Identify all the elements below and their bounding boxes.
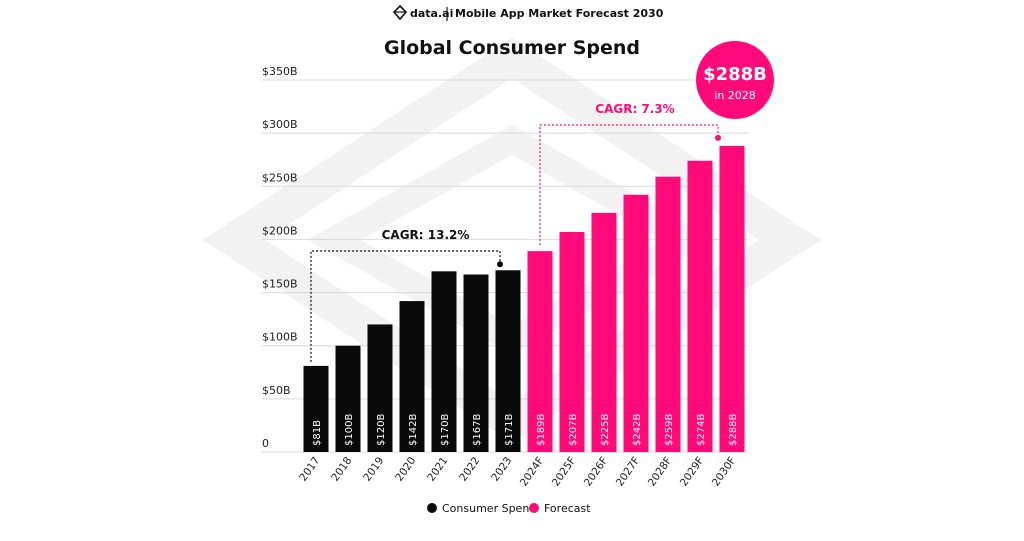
bar-value-label: $81B xyxy=(312,420,323,446)
y-tick-label: $350B xyxy=(262,65,298,78)
bar-2024F xyxy=(527,251,553,452)
cagr-forecast-label: CAGR: 7.3% xyxy=(595,102,674,116)
bar-value-label: $207B xyxy=(568,414,579,446)
x-tick-label: 2030F xyxy=(710,455,739,489)
cagr-actual-dot xyxy=(497,261,503,268)
cagr-actual-label: CAGR: 13.2% xyxy=(382,228,470,242)
bar-2025F xyxy=(559,231,585,452)
bar-2017 xyxy=(303,365,329,452)
header-subtitle: Mobile App Market Forecast 2030 xyxy=(455,7,664,20)
x-tick-label: 2020 xyxy=(393,455,418,484)
cagr-actual-bracket xyxy=(310,250,501,362)
bar-value-label: $167B xyxy=(472,414,483,446)
bar-2029F xyxy=(687,160,713,452)
legend-marker-forecast xyxy=(529,503,539,513)
bar-value-label: $242B xyxy=(632,414,643,446)
bar-value-label: $259B xyxy=(664,414,675,446)
cagr-forecast-dot xyxy=(715,134,721,141)
bar-2027F xyxy=(623,194,649,452)
bar-2026F xyxy=(591,212,617,452)
bar-2028F xyxy=(655,176,681,452)
x-tick-label: 2018 xyxy=(329,455,354,484)
bar-value-label: $225B xyxy=(600,414,611,446)
bar-2030F xyxy=(719,145,745,452)
annotation-layer: CAGR: 13.2% CAGR: 7.3% xyxy=(310,102,721,362)
y-tick-label: $50B xyxy=(262,384,291,397)
y-tick-label: $250B xyxy=(262,171,298,184)
bar-value-label: $189B xyxy=(536,414,547,446)
bar-value-label: $170B xyxy=(440,414,451,446)
bar-value-label: $142B xyxy=(408,414,419,446)
callout-bubble xyxy=(696,41,774,119)
x-axis-ticks: 2017 2018 2019 2020 2021 2022 2023 2024F 2025F 20… xyxy=(297,455,738,489)
legend-marker-consumer-spend xyxy=(427,503,437,513)
bar-value-label: $288B xyxy=(728,414,739,446)
bar-value-label: $274B xyxy=(696,414,707,446)
bar-2022 xyxy=(463,274,489,452)
callout-value: $288B xyxy=(703,64,767,85)
x-tick-label: 2029F xyxy=(678,455,707,489)
y-tick-label: $150B xyxy=(262,278,298,291)
header: data.ai Mobile App Market Forecast 2030 xyxy=(392,4,664,21)
y-tick-label: $100B xyxy=(262,331,298,344)
legend: Consumer Spend Forecast xyxy=(427,502,591,515)
x-tick-label: 2026F xyxy=(582,455,611,489)
y-tick-label: $300B xyxy=(262,118,298,131)
x-tick-label: 2017 xyxy=(297,455,322,484)
y-tick-label: 0 xyxy=(262,437,269,450)
x-tick-label: 2028F xyxy=(646,455,675,489)
x-tick-label: 2023 xyxy=(489,455,514,484)
bars-layer: $81B $100B $120B $142B $170B $167B $171B $189B $… xyxy=(303,145,745,452)
cagr-forecast-bracket xyxy=(539,124,719,246)
x-tick-label: 2025F xyxy=(550,455,579,489)
x-tick-label: 2021 xyxy=(425,455,450,484)
x-tick-label: 2019 xyxy=(361,455,386,484)
legend-label-forecast: Forecast xyxy=(544,502,591,515)
callout-caption: in 2028 xyxy=(714,89,756,102)
bar-2020 xyxy=(399,301,425,452)
legend-label-consumer-spend: Consumer Spend xyxy=(442,502,536,515)
bar-value-label: $100B xyxy=(344,414,355,446)
bar-2019 xyxy=(367,324,393,452)
chart-title: Global Consumer Spend xyxy=(384,37,640,59)
brand-name: data.ai xyxy=(410,7,453,20)
data-ai-logo-icon xyxy=(392,4,408,21)
bar-2023 xyxy=(495,270,521,452)
bar-value-label: $120B xyxy=(376,414,387,446)
bar-2021 xyxy=(431,271,457,452)
x-tick-label: 2022 xyxy=(457,455,482,484)
bar-value-label: $171B xyxy=(504,414,515,446)
bar-2018 xyxy=(335,345,361,452)
x-tick-label: 2024F xyxy=(518,455,547,489)
x-tick-label: 2027F xyxy=(614,455,643,489)
y-tick-label: $200B xyxy=(262,224,298,237)
peak-callout: $288B in 2028 xyxy=(696,41,774,119)
